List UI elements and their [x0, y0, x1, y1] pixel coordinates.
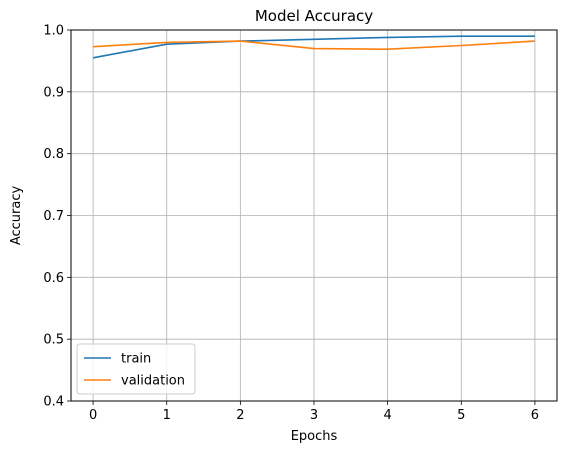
legend-box	[76, 343, 196, 395]
x-tick-label: 4	[383, 408, 391, 423]
y-tick-label: 0.6	[43, 271, 64, 286]
x-tick-label: 6	[531, 408, 539, 423]
x-tick-label: 1	[163, 408, 171, 423]
series-layer	[92, 35, 535, 59]
y-tick-label: 0.7	[43, 209, 64, 224]
legend: train validation	[76, 343, 196, 395]
y-tick-label: 0.5	[43, 333, 64, 348]
tick-layer: 0 1 2 3 4 5 6 0.4 0.5 0.6 0.7 0.8 0.9 1.0	[43, 24, 539, 424]
legend-label-validation: validation	[121, 374, 185, 389]
x-tick-label: 3	[310, 408, 318, 423]
y-tick-label: 0.4	[43, 395, 64, 410]
y-axis-title: Accuracy	[9, 186, 24, 246]
legend-label-train: train	[121, 352, 151, 367]
y-tick-label: 0.8	[43, 147, 64, 162]
x-axis-title: Epochs	[291, 429, 338, 444]
y-tick-label: 1.0	[43, 24, 64, 39]
series-line-train	[92, 35, 535, 59]
y-tick-label: 0.9	[43, 85, 64, 100]
x-tick-label: 5	[457, 408, 465, 423]
x-tick-label: 0	[89, 408, 97, 423]
series-line-validation	[93, 40, 535, 51]
chart-title: Model Accuracy	[255, 7, 373, 25]
x-tick-label: 2	[236, 408, 244, 423]
